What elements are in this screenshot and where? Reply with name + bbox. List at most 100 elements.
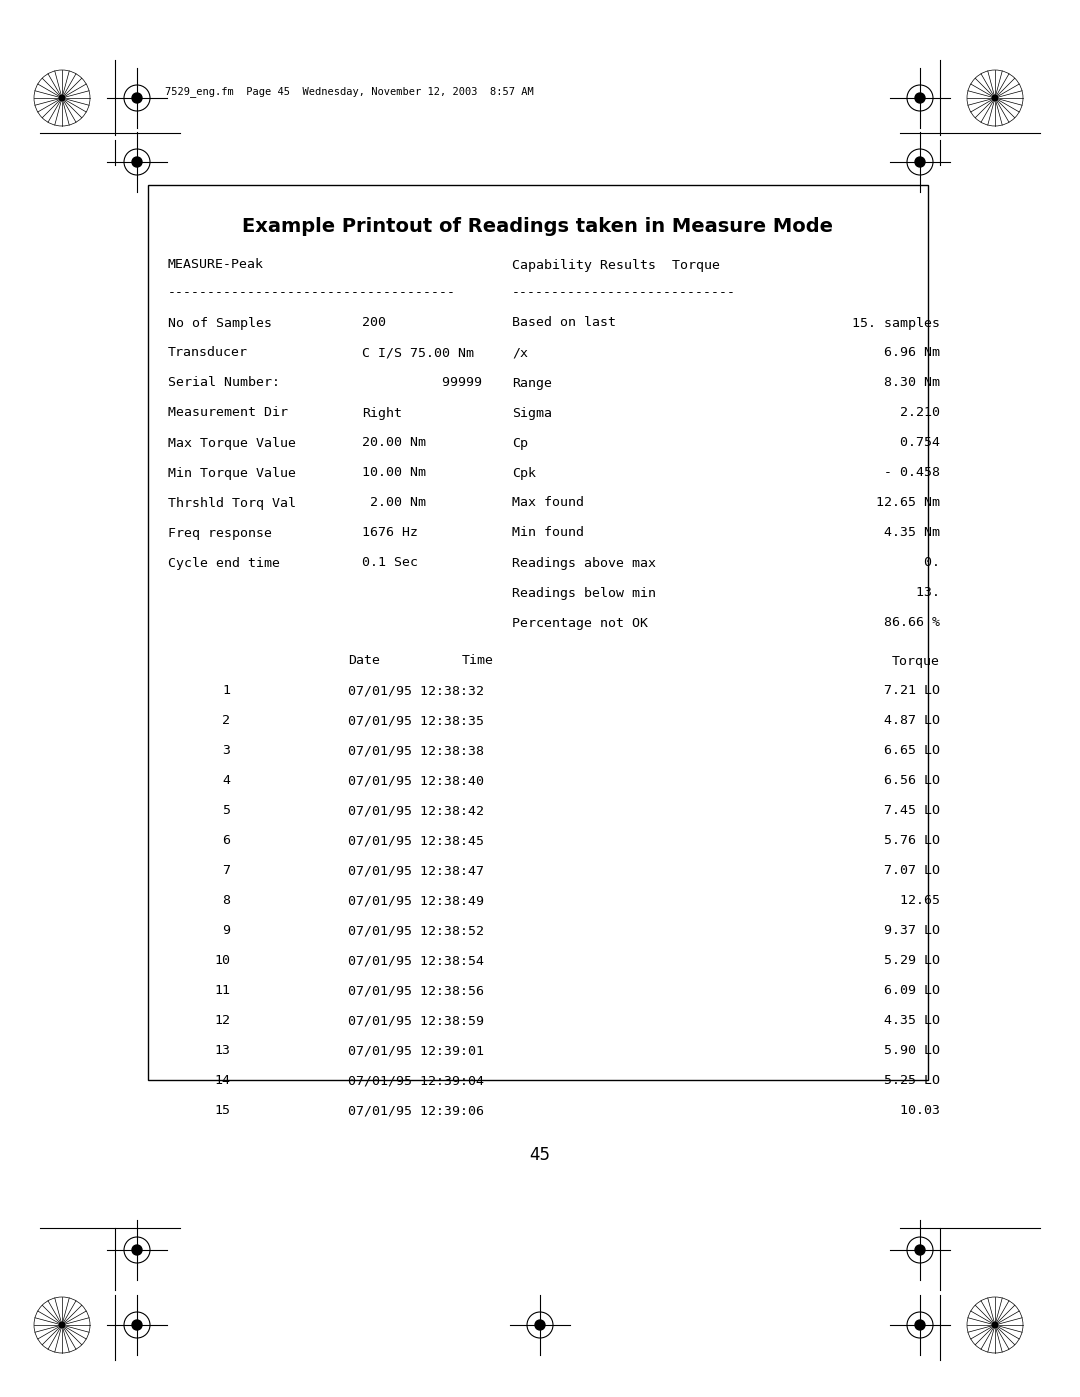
Text: Cycle end time: Cycle end time	[168, 556, 280, 570]
Text: 9.37 LO: 9.37 LO	[843, 925, 940, 937]
Text: Measurement Dir: Measurement Dir	[168, 407, 288, 419]
Circle shape	[132, 156, 141, 168]
Text: 2.210: 2.210	[852, 407, 940, 419]
Text: 5.76 LO: 5.76 LO	[843, 834, 940, 848]
Text: 6: 6	[222, 834, 230, 848]
Circle shape	[915, 156, 924, 168]
Text: 07/01/95 12:38:45: 07/01/95 12:38:45	[348, 834, 484, 848]
Text: Readings above max: Readings above max	[512, 556, 656, 570]
Text: 5.90 LO: 5.90 LO	[843, 1045, 940, 1058]
Text: 1: 1	[222, 685, 230, 697]
Text: 1676 Hz: 1676 Hz	[362, 527, 418, 539]
Text: 10: 10	[214, 954, 230, 968]
Text: 6.09 LO: 6.09 LO	[843, 985, 940, 997]
Circle shape	[915, 1245, 924, 1255]
Text: 10.03: 10.03	[868, 1105, 940, 1118]
Text: 8.30 Nm: 8.30 Nm	[836, 377, 940, 390]
Text: 4.35 LO: 4.35 LO	[843, 1014, 940, 1028]
Text: 4: 4	[222, 774, 230, 788]
Text: 07/01/95 12:38:52: 07/01/95 12:38:52	[348, 925, 484, 937]
Text: 12.65 Nm: 12.65 Nm	[836, 496, 940, 510]
Text: Freq response: Freq response	[168, 527, 272, 539]
Circle shape	[993, 1322, 998, 1329]
Text: 4.87 LO: 4.87 LO	[843, 714, 940, 728]
Circle shape	[132, 1245, 141, 1255]
Text: 7.45 LO: 7.45 LO	[843, 805, 940, 817]
Text: Date: Date	[348, 655, 380, 668]
Text: MEASURE-Peak: MEASURE-Peak	[168, 258, 264, 271]
Text: Sigma: Sigma	[512, 407, 552, 419]
Text: Example Printout of Readings taken in Measure Mode: Example Printout of Readings taken in Me…	[243, 218, 834, 236]
Text: Based on last: Based on last	[512, 317, 616, 330]
Circle shape	[59, 1322, 65, 1329]
Text: 10.00 Nm: 10.00 Nm	[362, 467, 426, 479]
Text: 15. samples: 15. samples	[852, 317, 940, 330]
Text: 2.00 Nm: 2.00 Nm	[362, 496, 426, 510]
Text: 07/01/95 12:38:54: 07/01/95 12:38:54	[348, 954, 484, 968]
Text: No of Samples: No of Samples	[168, 317, 272, 330]
Text: 5.25 LO: 5.25 LO	[843, 1074, 940, 1087]
Text: Range: Range	[512, 377, 552, 390]
Text: Readings below min: Readings below min	[512, 587, 656, 599]
Text: 07/01/95 12:38:32: 07/01/95 12:38:32	[348, 685, 484, 697]
Text: Cp: Cp	[512, 436, 528, 450]
Circle shape	[535, 1320, 545, 1330]
Text: Right: Right	[362, 407, 402, 419]
Text: 86.66 %: 86.66 %	[876, 616, 940, 630]
Text: 200: 200	[362, 317, 386, 330]
Text: Percentage not OK: Percentage not OK	[512, 616, 648, 630]
Text: Max found: Max found	[512, 496, 584, 510]
Text: Min found: Min found	[512, 527, 584, 539]
Text: 7.07 LO: 7.07 LO	[843, 865, 940, 877]
Circle shape	[993, 95, 998, 101]
Text: 2: 2	[222, 714, 230, 728]
Text: 07/01/95 12:38:49: 07/01/95 12:38:49	[348, 894, 484, 908]
Text: Time: Time	[462, 655, 494, 668]
Text: 11: 11	[214, 985, 230, 997]
Text: ----------------------------: ----------------------------	[512, 286, 735, 299]
Text: C I/S 75.00 Nm: C I/S 75.00 Nm	[362, 346, 474, 359]
Text: /x: /x	[512, 346, 528, 359]
Text: 07/01/95 12:38:35: 07/01/95 12:38:35	[348, 714, 484, 728]
Text: Transducer: Transducer	[168, 346, 248, 359]
Text: 07/01/95 12:39:04: 07/01/95 12:39:04	[348, 1074, 484, 1087]
Bar	[148, 184, 928, 1080]
Text: 0.: 0.	[908, 556, 940, 570]
Text: Capability Results  Torque: Capability Results Torque	[512, 258, 720, 271]
Text: 13.: 13.	[908, 587, 940, 599]
Text: 15: 15	[214, 1105, 230, 1118]
Text: 7529_eng.fm  Page 45  Wednesday, November 12, 2003  8:57 AM: 7529_eng.fm Page 45 Wednesday, November …	[165, 87, 534, 98]
Text: Torque: Torque	[892, 655, 940, 668]
Text: 12: 12	[214, 1014, 230, 1028]
Text: 7.21 LO: 7.21 LO	[843, 685, 940, 697]
Text: 0.754: 0.754	[852, 436, 940, 450]
Text: Max Torque Value: Max Torque Value	[168, 436, 296, 450]
Text: 99999: 99999	[362, 377, 482, 390]
Text: 12.65: 12.65	[868, 894, 940, 908]
Text: Min Torque Value: Min Torque Value	[168, 467, 296, 479]
Text: 07/01/95 12:38:38: 07/01/95 12:38:38	[348, 745, 484, 757]
Text: 0.1 Sec: 0.1 Sec	[362, 556, 418, 570]
Text: ------------------------------------: ------------------------------------	[168, 286, 456, 299]
Text: 6.56 LO: 6.56 LO	[843, 774, 940, 788]
Text: 20.00 Nm: 20.00 Nm	[362, 436, 426, 450]
Text: 07/01/95 12:39:06: 07/01/95 12:39:06	[348, 1105, 484, 1118]
Circle shape	[915, 1320, 924, 1330]
Text: 4.35 Nm: 4.35 Nm	[836, 527, 940, 539]
Text: 45: 45	[529, 1146, 551, 1164]
Text: 13: 13	[214, 1045, 230, 1058]
Text: 6.65 LO: 6.65 LO	[843, 745, 940, 757]
Text: 9: 9	[222, 925, 230, 937]
Text: Cpk: Cpk	[512, 467, 536, 479]
Text: 07/01/95 12:38:59: 07/01/95 12:38:59	[348, 1014, 484, 1028]
Text: 07/01/95 12:38:42: 07/01/95 12:38:42	[348, 805, 484, 817]
Text: 07/01/95 12:39:01: 07/01/95 12:39:01	[348, 1045, 484, 1058]
Text: Thrshld Torq Val: Thrshld Torq Val	[168, 496, 296, 510]
Text: 5.29 LO: 5.29 LO	[843, 954, 940, 968]
Text: 7: 7	[222, 865, 230, 877]
Text: 8: 8	[222, 894, 230, 908]
Text: 3: 3	[222, 745, 230, 757]
Circle shape	[132, 1320, 141, 1330]
Circle shape	[59, 95, 65, 101]
Circle shape	[132, 94, 141, 103]
